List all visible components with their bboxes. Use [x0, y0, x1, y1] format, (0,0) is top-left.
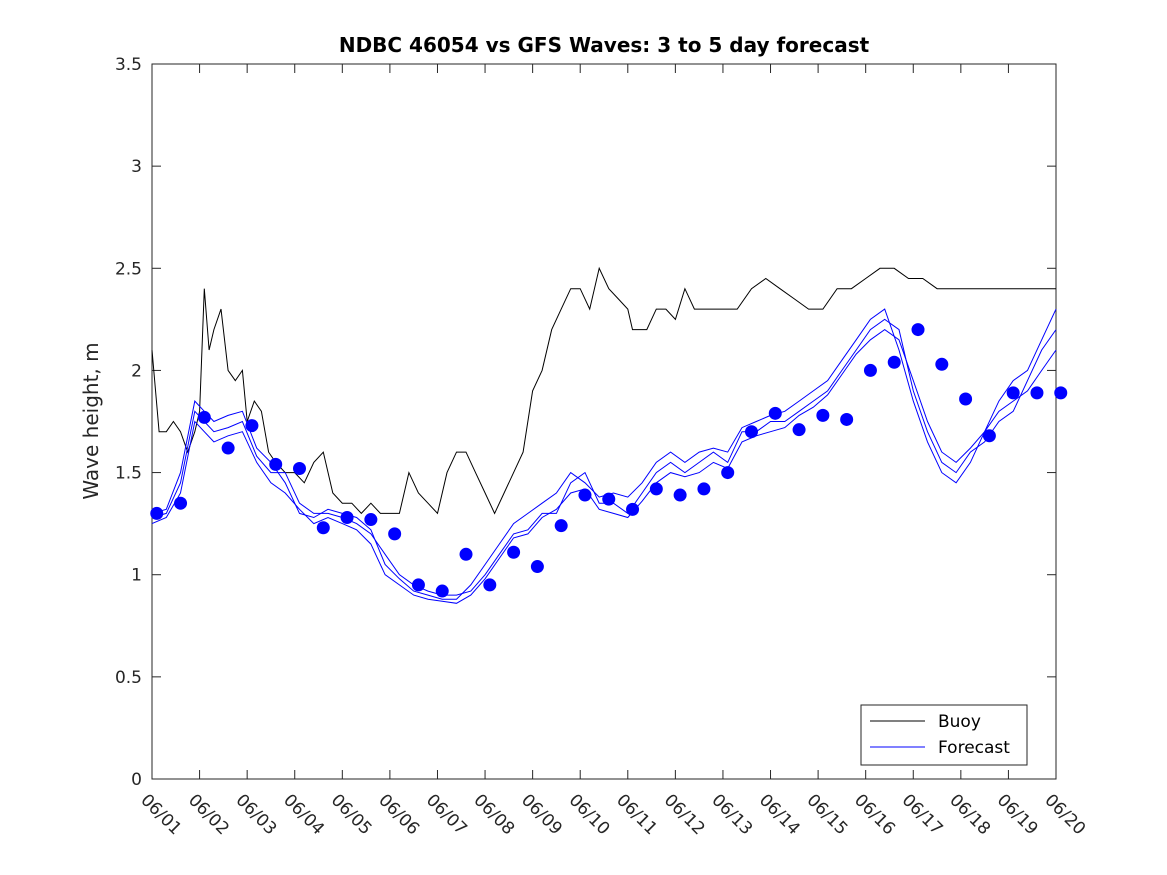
forecast-point	[744, 425, 758, 439]
forecast-point	[174, 496, 188, 510]
forecast-point	[816, 408, 830, 422]
legend: Buoy Forecast	[860, 704, 1028, 766]
forecast-point	[768, 406, 782, 420]
forecast-series-line	[151, 318, 1057, 596]
forecast-point	[602, 492, 616, 506]
forecast-point	[459, 547, 473, 561]
forecast-point	[792, 423, 806, 437]
forecast-point	[411, 578, 425, 592]
y-tick-label: 3.5	[115, 55, 142, 75]
forecast-point	[364, 513, 378, 527]
forecast-series-line	[151, 328, 1057, 604]
forecast-point	[388, 527, 402, 541]
y-tick-label: 0	[131, 770, 142, 790]
forecast-point	[721, 466, 735, 480]
forecast-point	[1030, 386, 1044, 400]
y-tick-label: 1.5	[115, 464, 142, 484]
forecast-point	[626, 502, 640, 516]
forecast-point	[887, 355, 901, 369]
chart-title: NDBC 46054 vs GFS Waves: 3 to 5 day fore…	[339, 33, 870, 57]
forecast-point	[316, 521, 330, 535]
legend-box	[860, 704, 1028, 766]
forecast-point	[221, 441, 235, 455]
forecast-point	[245, 419, 259, 433]
forecast-point	[435, 584, 449, 598]
forecast-point	[197, 410, 211, 424]
forecast-point	[911, 323, 925, 337]
y-tick-label: 1	[131, 566, 142, 586]
legend-buoy-label: Buoy	[938, 712, 981, 732]
forecast-point	[649, 482, 663, 496]
y-axis-label: Wave height, m	[79, 342, 103, 499]
forecast-point	[292, 461, 306, 475]
forecast-point	[578, 488, 592, 502]
forecast-point	[697, 482, 711, 496]
y-tick-label: 2.5	[115, 259, 142, 279]
forecast-point	[150, 506, 164, 520]
forecast-point	[483, 578, 497, 592]
forecast-point	[340, 511, 354, 525]
forecast-point	[863, 363, 877, 377]
forecast-point	[840, 412, 854, 426]
forecast-point	[1054, 386, 1068, 400]
forecast-point	[1006, 386, 1020, 400]
forecast-point	[959, 392, 973, 406]
legend-forecast-label: Forecast	[938, 738, 1010, 758]
plot-frame	[151, 63, 1057, 780]
y-tick-label: 2	[131, 361, 142, 381]
forecast-point	[507, 545, 521, 559]
buoy-series-line	[151, 266, 1056, 515]
forecast-point	[982, 429, 996, 443]
forecast-point	[935, 357, 949, 371]
y-tick-label: 3	[131, 157, 142, 177]
forecast-point	[530, 560, 544, 574]
forecast-point	[269, 457, 283, 471]
y-tick-label: 0.5	[115, 668, 142, 688]
forecast-point	[673, 488, 687, 502]
forecast-point	[554, 519, 568, 533]
